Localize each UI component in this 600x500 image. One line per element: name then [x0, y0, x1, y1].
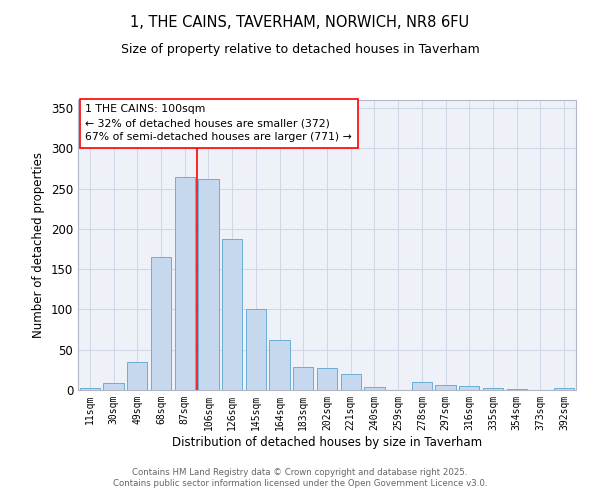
Bar	[317, 368, 337, 390]
Bar	[436, 385, 455, 390]
X-axis label: Distribution of detached houses by size in Taverham: Distribution of detached houses by size …	[172, 436, 482, 448]
Bar	[293, 368, 313, 390]
Bar	[269, 340, 290, 390]
Text: Contains HM Land Registry data © Crown copyright and database right 2025.
Contai: Contains HM Land Registry data © Crown c…	[113, 468, 487, 487]
Bar	[222, 238, 242, 390]
Bar	[459, 386, 479, 390]
Bar	[483, 388, 503, 390]
Bar	[506, 389, 527, 390]
Bar	[127, 362, 148, 390]
Bar	[246, 310, 266, 390]
Bar	[175, 176, 195, 390]
Bar	[199, 179, 218, 390]
Bar	[80, 388, 100, 390]
Bar	[364, 387, 385, 390]
Text: 1 THE CAINS: 100sqm
← 32% of detached houses are smaller (372)
67% of semi-detac: 1 THE CAINS: 100sqm ← 32% of detached ho…	[85, 104, 352, 142]
Bar	[412, 382, 432, 390]
Text: Size of property relative to detached houses in Taverham: Size of property relative to detached ho…	[121, 42, 479, 56]
Text: 1, THE CAINS, TAVERHAM, NORWICH, NR8 6FU: 1, THE CAINS, TAVERHAM, NORWICH, NR8 6FU	[130, 15, 470, 30]
Bar	[554, 388, 574, 390]
Bar	[341, 374, 361, 390]
Y-axis label: Number of detached properties: Number of detached properties	[32, 152, 46, 338]
Bar	[103, 383, 124, 390]
Bar	[151, 257, 171, 390]
